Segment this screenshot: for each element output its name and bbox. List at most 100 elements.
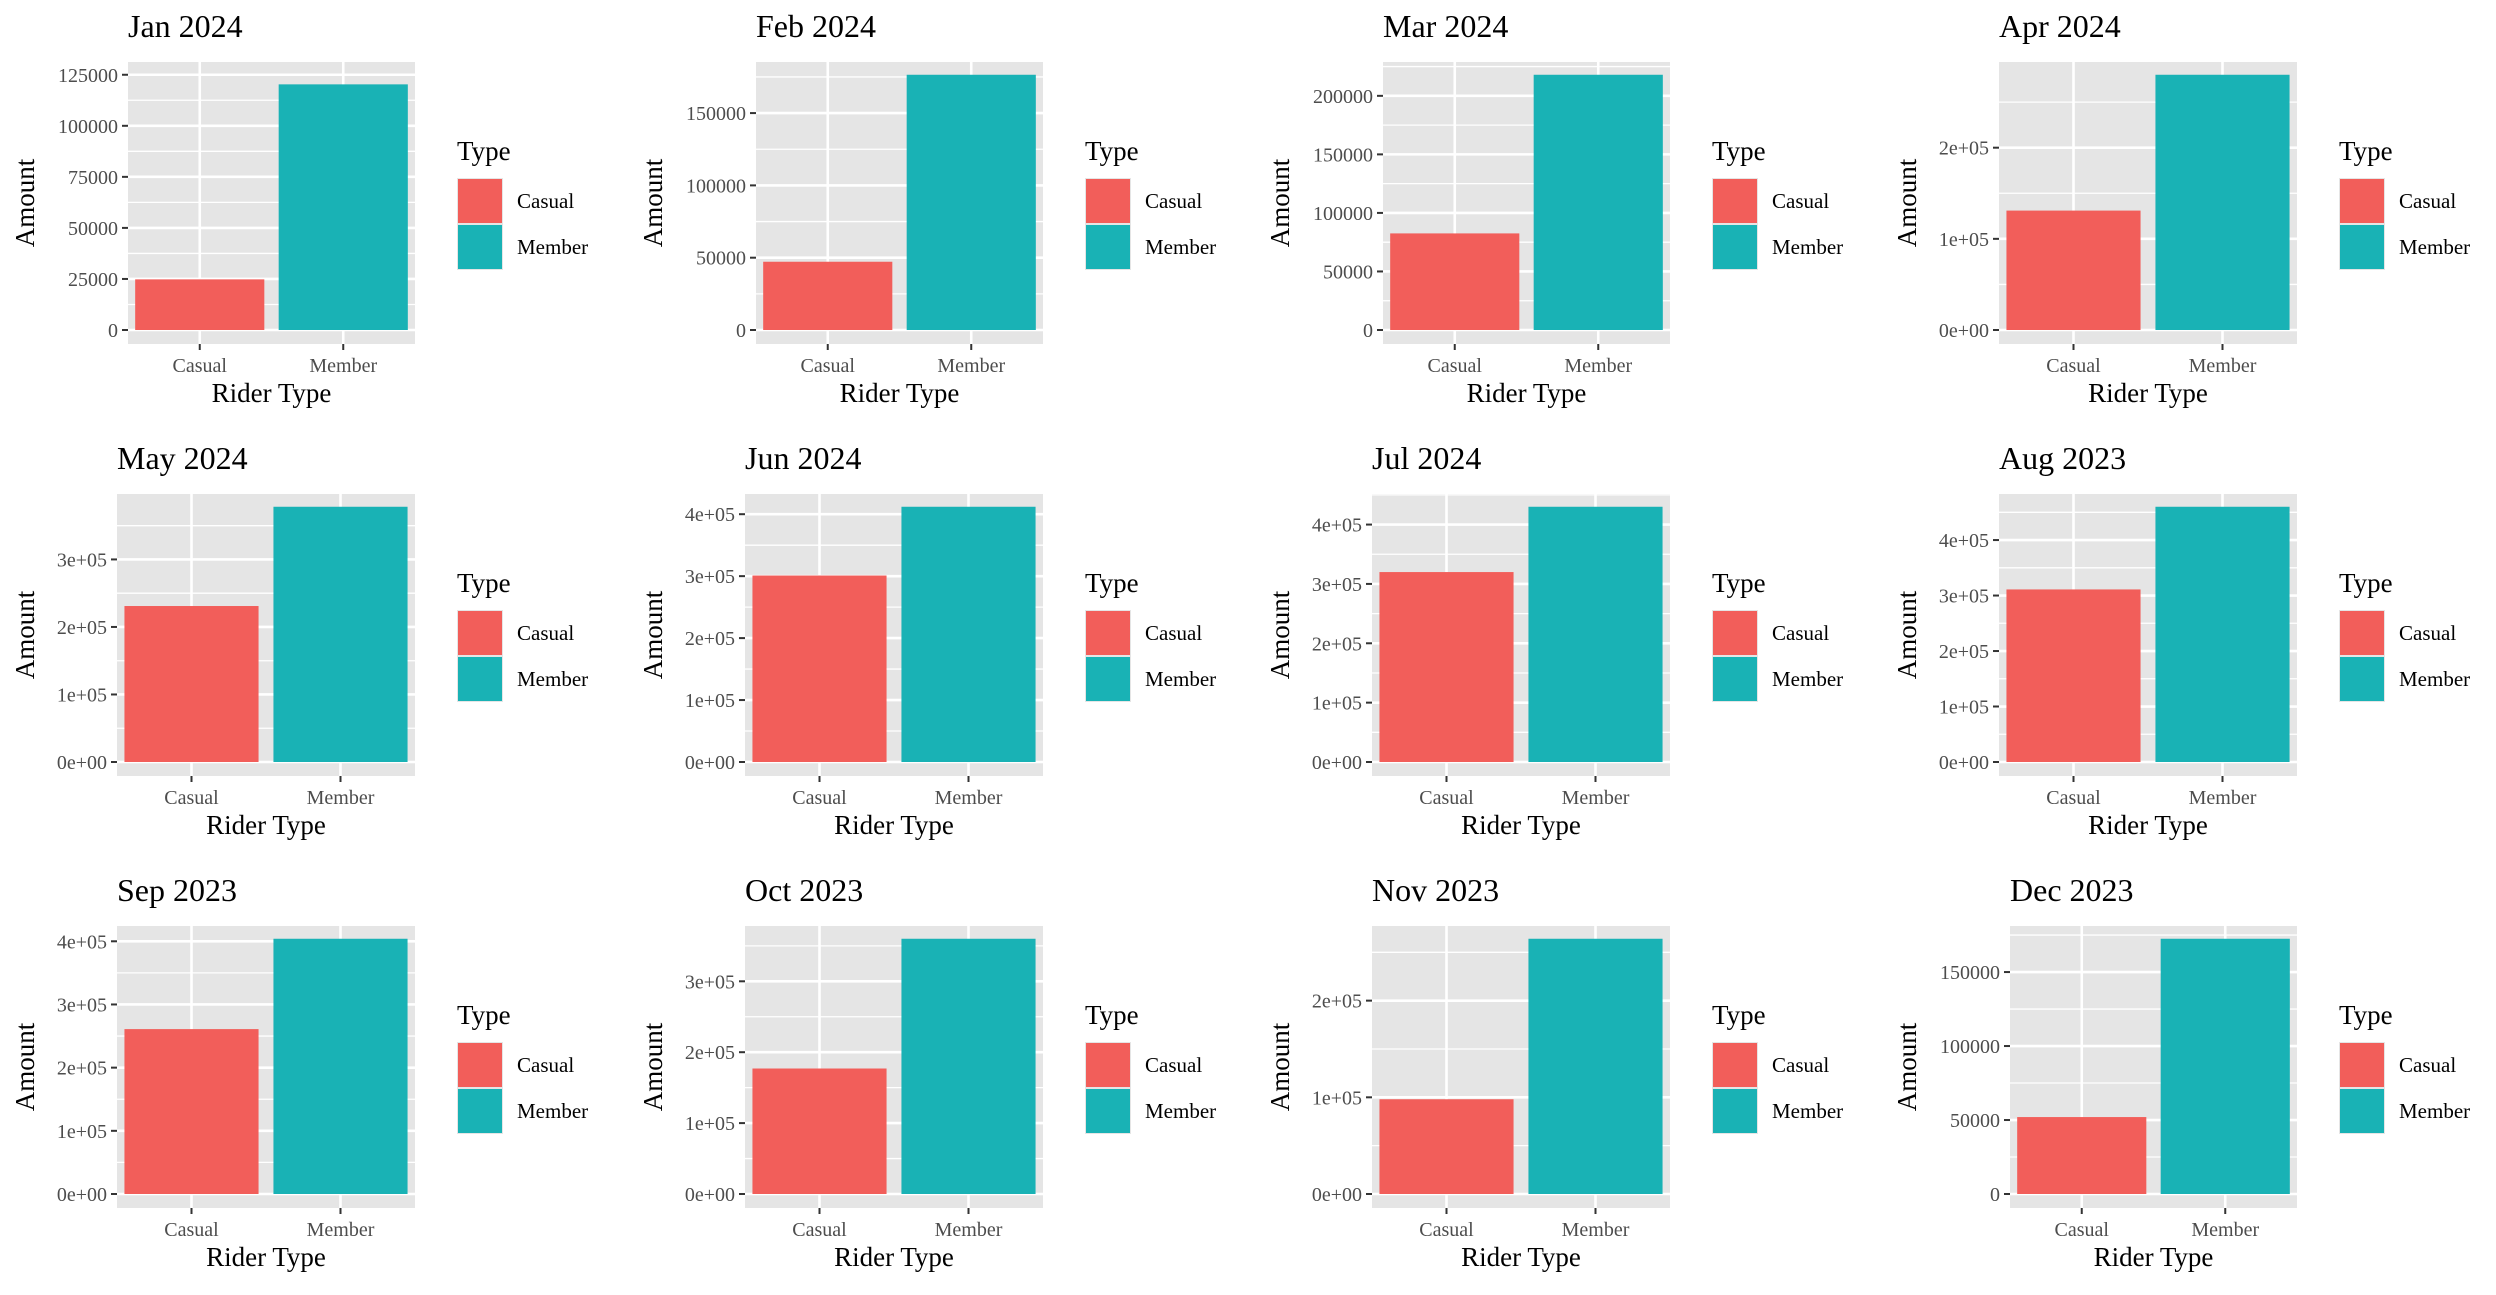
x-tick-label: Casual [164,787,219,809]
legend-swatch-member [1086,225,1130,269]
bar-member [2160,938,2290,1194]
chart-title: Nov 2023 [1372,872,1499,908]
legend-swatch-casual [2340,179,2384,223]
y-tick-label: 0e+00 [57,1184,107,1206]
x-tick-label: Member [935,787,1003,809]
x-tick-label: Casual [801,355,856,377]
legend-label: Member [1772,235,1843,259]
bar-member [2155,506,2290,762]
bar-member [273,506,408,762]
bar-casual [2017,1117,2147,1194]
bar-casual [752,575,887,762]
x-axis-label: Rider Type [1461,810,1581,840]
bar-member [901,938,1036,1194]
chart-title: Apr 2024 [1999,8,2121,44]
y-tick-label: 0 [1363,320,1373,342]
legend-swatch-casual [458,1043,502,1087]
y-tick-label: 50000 [696,248,746,270]
y-tick-label: 0e+00 [1939,752,1989,774]
legend-swatch-casual [1086,179,1130,223]
chart-title: Feb 2024 [756,8,876,44]
x-tick-label: Member [1562,1219,1630,1241]
bar-casual [752,1068,887,1194]
y-tick-label: 3e+05 [1939,586,1989,608]
x-axis-label: Rider Type [2088,378,2208,408]
x-tick-label: Casual [792,1219,847,1241]
legend-swatch-member [1713,657,1757,701]
legend-swatch-member [1086,657,1130,701]
chart-title: Aug 2023 [1999,440,2126,476]
legend-title: Type [457,136,511,166]
y-axis-label: Amount [638,158,668,247]
y-tick-label: 1e+05 [1939,229,1989,251]
y-tick-label: 2e+05 [1939,138,1989,160]
y-tick-label: 1e+05 [57,1121,107,1143]
y-tick-label: 4e+05 [1312,515,1362,537]
legend-label: Member [1145,667,1216,691]
x-axis-label: Rider Type [1461,1242,1581,1272]
legend-label: Casual [517,189,574,213]
y-tick-label: 1e+05 [1312,1087,1362,1109]
y-tick-label: 100000 [686,175,746,197]
legend-label: Member [1772,1099,1843,1123]
x-tick-label: Casual [1419,787,1474,809]
bar-casual [2006,210,2141,330]
chart-panel-8: Aug 2023 0e+00 1e+05 2e+05 3e+05 4e+05 Casual M… [1892,440,2470,840]
x-tick-label: Casual [2046,787,2101,809]
legend-title: Type [457,568,511,598]
x-axis-label: Rider Type [206,810,326,840]
y-tick-label: 0e+00 [1939,320,1989,342]
y-tick-label: 2e+05 [685,1042,735,1064]
bar-member [278,84,408,330]
y-tick-label: 150000 [1940,962,2000,984]
chart-panel-5: May 2024 0e+00 1e+05 2e+05 3e+05 Casual Member… [10,440,588,840]
x-tick-label: Member [309,355,377,377]
y-tick-label: 2e+05 [57,617,107,639]
legend-label: Casual [1772,1053,1829,1077]
legend-label: Casual [1772,621,1829,645]
legend-label: Casual [2399,621,2456,645]
legend-swatch-casual [2340,611,2384,655]
x-axis-label: Rider Type [834,810,954,840]
x-tick-label: Member [937,355,1005,377]
bar-casual [2006,589,2141,762]
chart-title: Oct 2023 [745,872,863,908]
y-axis-label: Amount [1265,1022,1295,1111]
y-tick-label: 75000 [68,167,118,189]
y-axis-label: Amount [10,590,40,679]
bar-casual [124,606,259,762]
y-tick-label: 0 [108,320,118,342]
bar-casual [135,279,265,330]
legend-label: Member [517,667,588,691]
legend-label: Member [1145,1099,1216,1123]
y-tick-label: 2e+05 [57,1058,107,1080]
y-tick-label: 3e+05 [57,549,107,571]
legend-title: Type [2339,1000,2393,1030]
chart-panel-9: Sep 2023 0e+00 1e+05 2e+05 3e+05 4e+05 Casual M… [10,872,588,1272]
y-axis-label: Amount [10,1022,40,1111]
legend-swatch-member [458,1089,502,1133]
legend-label: Member [2399,235,2470,259]
y-tick-label: 0e+00 [57,752,107,774]
legend-swatch-member [1713,1089,1757,1133]
legend-title: Type [457,1000,511,1030]
y-tick-label: 200000 [1313,86,1373,108]
legend-title: Type [1712,1000,1766,1030]
bar-casual [1379,572,1514,762]
y-tick-label: 100000 [1313,203,1373,225]
x-axis-label: Rider Type [840,378,960,408]
y-tick-label: 3e+05 [685,971,735,993]
y-tick-label: 50000 [1950,1110,2000,1132]
y-tick-label: 100000 [58,116,118,138]
chart-title: Jan 2024 [128,8,243,44]
x-axis-label: Rider Type [2088,810,2208,840]
chart-title: Sep 2023 [117,872,237,908]
bar-casual [1390,233,1520,330]
y-tick-label: 2e+05 [685,628,735,650]
x-tick-label: Member [2189,355,2257,377]
bar-member [2155,74,2290,330]
y-tick-label: 0 [1990,1184,2000,1206]
bar-member [1528,938,1663,1194]
